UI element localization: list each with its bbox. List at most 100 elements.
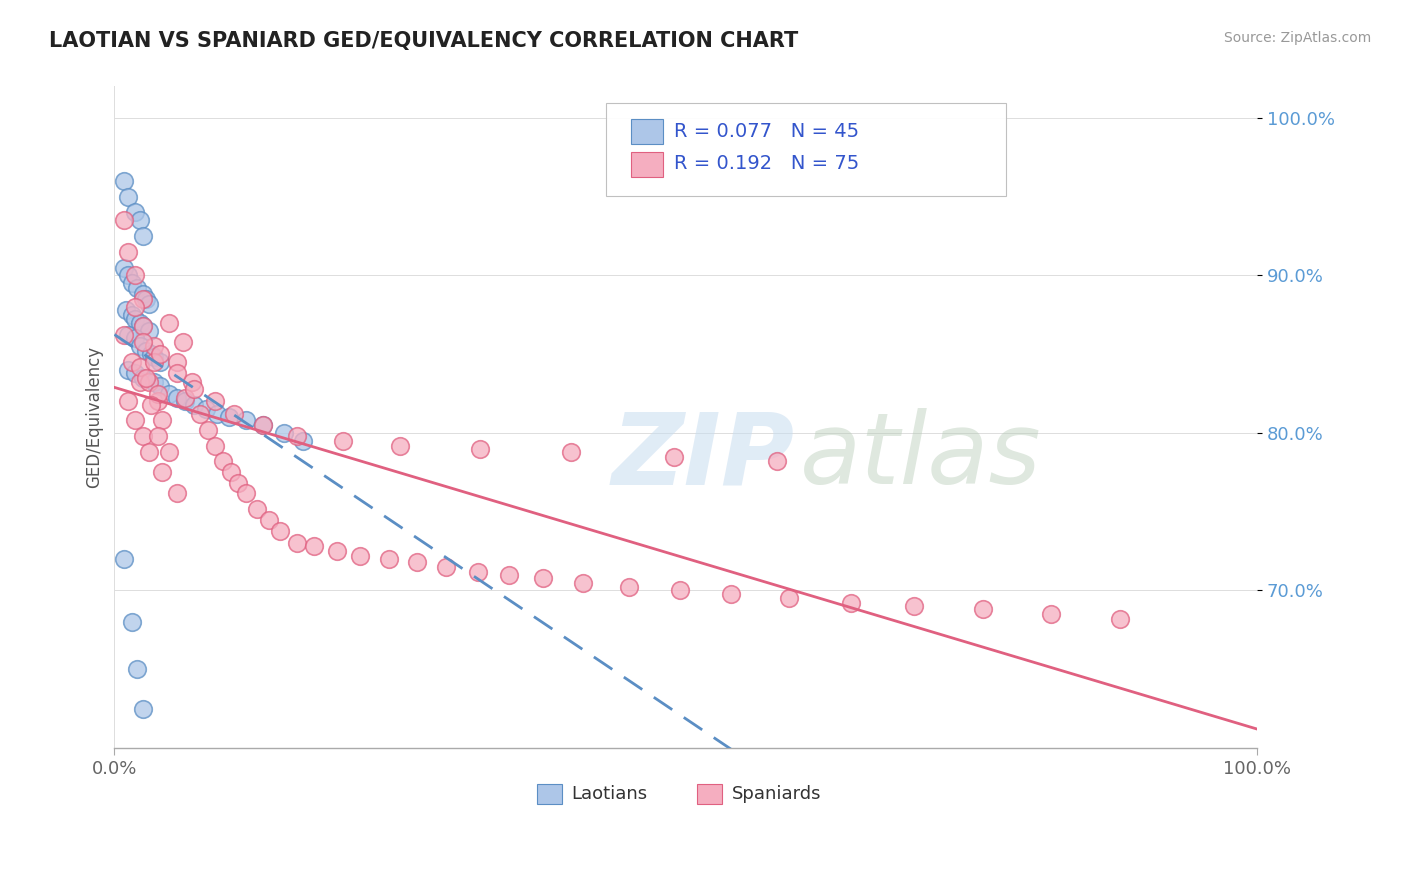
Point: [128, 376, 150, 390]
Point: [138, 297, 160, 311]
Point: [183, 382, 205, 396]
Point: [138, 324, 160, 338]
Point: [132, 429, 155, 443]
Text: LAOTIAN VS SPANIARD GED/EQUIVALENCY CORRELATION CHART: LAOTIAN VS SPANIARD GED/EQUIVALENCY CORR…: [49, 31, 799, 51]
Point: [273, 425, 295, 440]
Text: ZIP: ZIP: [612, 409, 794, 506]
Point: [166, 391, 188, 405]
Point: [498, 567, 520, 582]
Point: [124, 366, 146, 380]
Point: [124, 268, 146, 283]
Point: [117, 328, 139, 343]
Point: [132, 334, 155, 349]
Point: [291, 434, 314, 448]
Point: [246, 501, 269, 516]
Point: [117, 363, 139, 377]
Point: [197, 423, 219, 437]
Point: [468, 442, 491, 456]
Point: [664, 450, 686, 464]
Point: [124, 413, 146, 427]
Point: [124, 312, 146, 326]
Point: [146, 429, 169, 443]
Point: [135, 343, 157, 358]
Point: [269, 524, 291, 538]
Point: [669, 583, 692, 598]
Point: [257, 512, 280, 526]
Point: [235, 485, 257, 500]
Point: [235, 413, 257, 427]
Point: [117, 394, 139, 409]
Point: [124, 205, 146, 219]
Point: [172, 334, 194, 349]
Point: [117, 244, 139, 259]
Point: [135, 292, 157, 306]
Point: [143, 376, 166, 390]
FancyBboxPatch shape: [606, 103, 1005, 195]
Text: R = 0.077   N = 45: R = 0.077 N = 45: [675, 122, 859, 141]
Point: [188, 407, 211, 421]
Point: [149, 355, 172, 369]
Y-axis label: GED/Equivalency: GED/Equivalency: [86, 346, 103, 488]
Bar: [631, 152, 662, 177]
Point: [166, 485, 188, 500]
Point: [531, 571, 554, 585]
Point: [183, 398, 205, 412]
Point: [152, 465, 174, 479]
Point: [166, 355, 188, 369]
Point: [132, 371, 155, 385]
Point: [132, 229, 155, 244]
Point: [157, 445, 180, 459]
Point: [157, 316, 180, 330]
Point: [146, 386, 169, 401]
Point: [124, 331, 146, 345]
Point: [304, 539, 326, 553]
Point: [135, 371, 157, 385]
Point: [166, 366, 188, 380]
Point: [132, 701, 155, 715]
Point: [112, 328, 135, 343]
Text: atlas: atlas: [800, 409, 1042, 506]
Point: [434, 559, 457, 574]
Point: [617, 580, 640, 594]
Point: [138, 376, 160, 390]
Point: [149, 378, 172, 392]
Point: [143, 339, 166, 353]
Point: [112, 552, 135, 566]
Text: R = 0.192   N = 75: R = 0.192 N = 75: [675, 154, 859, 173]
Point: [121, 355, 143, 369]
Point: [128, 316, 150, 330]
Point: [121, 615, 143, 629]
Point: [127, 281, 149, 295]
Text: Laotians: Laotians: [571, 785, 648, 803]
Point: [720, 586, 742, 600]
Point: [128, 339, 150, 353]
Point: [194, 402, 217, 417]
Point: [219, 465, 242, 479]
Point: [226, 476, 249, 491]
Point: [467, 565, 489, 579]
Point: [204, 438, 226, 452]
Point: [349, 549, 371, 563]
Point: [224, 407, 246, 421]
Point: [112, 213, 135, 227]
Point: [128, 359, 150, 374]
Point: [285, 429, 308, 443]
Bar: [631, 119, 662, 144]
Point: [124, 300, 146, 314]
Point: [389, 438, 412, 452]
Point: [143, 355, 166, 369]
Point: [572, 575, 595, 590]
Point: [139, 398, 162, 412]
Point: [132, 292, 155, 306]
Point: [285, 536, 308, 550]
Point: [174, 391, 197, 405]
Point: [121, 308, 143, 322]
Point: [143, 351, 166, 365]
Point: [212, 454, 235, 468]
Point: [332, 434, 354, 448]
Point: [112, 174, 135, 188]
Point: [112, 260, 135, 275]
Point: [377, 552, 399, 566]
Point: [157, 386, 180, 401]
Point: [149, 347, 172, 361]
